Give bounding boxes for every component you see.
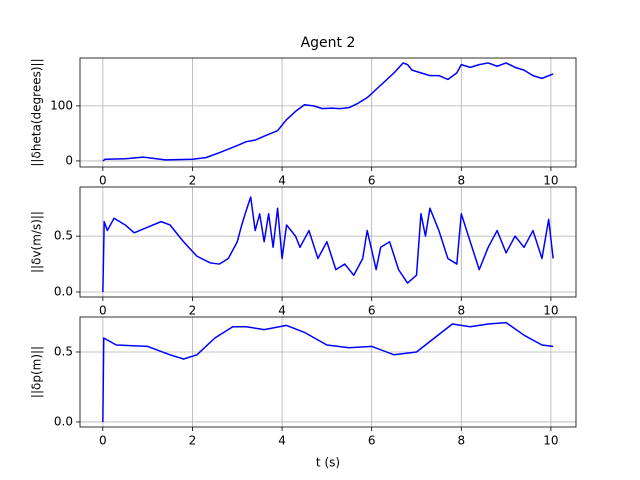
y-axis-label: ||δp(m)|| — [30, 346, 44, 398]
y-tick-label: 100 — [50, 98, 73, 112]
data-line — [102, 321, 554, 422]
x-tick-label: 4 — [278, 304, 286, 318]
x-tick-label: 10 — [543, 304, 558, 318]
plot-frame — [79, 316, 577, 428]
x-tick-label: 6 — [368, 304, 376, 318]
chart-title: Agent 2 — [301, 35, 356, 51]
y-axis-label: ||δv(m/s)|| — [30, 211, 44, 273]
y-tick-label: 0.0 — [54, 284, 73, 298]
y-axis-label: ||δheta(degrees)|| — [30, 58, 44, 166]
x-tick-label: 8 — [457, 174, 465, 188]
y-tick-label: 0.5 — [54, 229, 73, 243]
x-tick-label: 0 — [99, 304, 107, 318]
plot-frame — [79, 57, 577, 168]
y-tick-label: 0 — [65, 153, 73, 167]
x-tick-label: 0 — [99, 174, 107, 188]
plot-frame — [79, 186, 577, 298]
x-tick-label: 8 — [457, 304, 465, 318]
x-tick-label: 8 — [457, 434, 465, 448]
data-line — [102, 196, 554, 292]
y-tick-label: 0.0 — [54, 414, 73, 428]
x-tick-label: 2 — [189, 304, 197, 318]
x-tick-label: 4 — [278, 174, 286, 188]
x-tick-label: 2 — [189, 434, 197, 448]
x-tick-label: 4 — [278, 434, 286, 448]
y-tick-label: 0.5 — [54, 344, 73, 358]
x-tick-label: 0 — [99, 434, 107, 448]
x-tick-label: 6 — [368, 434, 376, 448]
data-line — [102, 62, 554, 162]
x-tick-label: 2 — [189, 174, 197, 188]
x-tick-label: 10 — [543, 174, 558, 188]
x-tick-label: 6 — [368, 174, 376, 188]
x-axis-label: t (s) — [316, 456, 340, 470]
x-tick-label: 10 — [543, 434, 558, 448]
